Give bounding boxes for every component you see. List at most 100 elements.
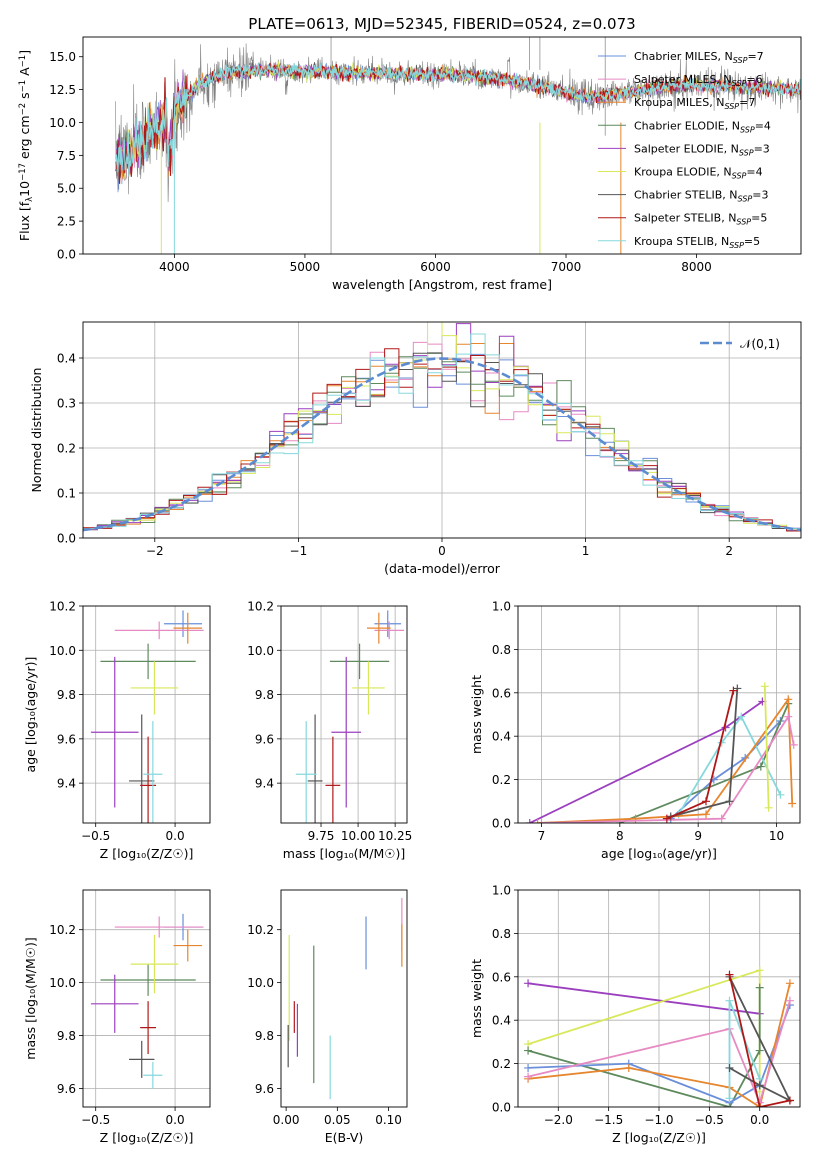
weight-series-line — [527, 1000, 791, 1106]
x-tick-label: 7 — [538, 829, 546, 843]
x-tick-label: 0.0 — [166, 829, 185, 843]
y-tick-label: 0.4 — [492, 1014, 511, 1028]
plot-area — [83, 606, 210, 823]
y-tick-label: 0.8 — [492, 643, 511, 657]
legend-label-tail: =6 — [746, 73, 762, 86]
axes-frame — [517, 605, 801, 824]
axes-frame — [280, 889, 408, 1108]
y-tick-label: 9.6 — [255, 1082, 274, 1096]
y-tick-label: 0.3 — [57, 397, 76, 411]
x-tick-label: 9 — [694, 829, 702, 843]
y-tick-label: 0.0 — [57, 248, 76, 262]
model-spectrum — [115, 62, 801, 177]
weight-series-line — [670, 720, 782, 820]
y-tick-label: 1.0 — [492, 884, 511, 898]
x-tick-label: 0.0 — [166, 1113, 185, 1127]
x-tick-label: −1.5 — [594, 1113, 623, 1127]
weight-point-marker — [524, 1063, 533, 1072]
y-tick-label: 10.0 — [49, 976, 76, 990]
x-tick-label: −0.5 — [81, 1113, 110, 1127]
chart-title: PLATE=0613, MJD=52345, FIBERID=0524, z=0… — [248, 15, 635, 33]
legend-label-sub: SSP — [732, 79, 747, 88]
y-tick-label: 2.5 — [57, 215, 76, 229]
x-tick-label: 8000 — [681, 260, 712, 274]
y-axis-label-part: s — [17, 92, 32, 103]
legend-label-tail: =3 — [752, 189, 768, 202]
weight-series-line — [529, 700, 763, 823]
x-tick-label: 0.05 — [324, 1113, 351, 1127]
x-tick-label: −2 — [146, 544, 164, 558]
y-tick-label: 9.4 — [255, 777, 274, 791]
weight-point-marker — [524, 1046, 533, 1055]
legend-label: Salpeter ELODIE, NSSP=3 — [634, 142, 770, 157]
panel-weight_vs_age: 7 8 9 10 0.0 0.2 0.4 0.6 0.8 1.0 age [log₁₀(age/yr… — [469, 600, 801, 861]
y-tick-label: 0.8 — [492, 927, 511, 941]
legend-label-sub: SSP — [729, 241, 744, 250]
y-tick-label: 10.0 — [49, 644, 76, 658]
legend-label: Chabrier STELIB, NSSP=3 — [634, 189, 768, 204]
x-tick-label: 2 — [725, 544, 733, 558]
x-tick-label: 7000 — [551, 260, 582, 274]
legend-label-tail: =5 — [751, 212, 767, 225]
legend-label-sub: SSP — [724, 102, 739, 111]
panel-mass_vs_Z: −0.5 0.0 9.6 9.8 10.0 10.2 Z [log₁₀(Z/Z☉)] mass… — [23, 889, 211, 1145]
y-tick-label: 0.2 — [492, 1057, 511, 1071]
axes-frame — [82, 889, 211, 1108]
weight-point-marker — [525, 819, 534, 823]
y-tick-label: 0.2 — [57, 442, 76, 456]
y-tick-label: 0.0 — [57, 532, 76, 546]
x-axis-label: wavelength [Angstrom, rest frame] — [332, 277, 552, 292]
y-tick-label: 9.8 — [255, 688, 274, 702]
legend-label-base: Salpeter MILES, N — [634, 73, 732, 86]
weight-point-marker — [524, 1072, 533, 1081]
legend-label-sub: SSP — [740, 125, 755, 134]
legend-label: Salpeter MILES, NSSP=6 — [634, 73, 763, 88]
panel-age_vs_Z: −0.5 0.0 9.4 9.6 9.8 10.0 10.2 Z [log₁₀(Z/Z☉)] a… — [23, 600, 211, 861]
y-tick-label: 0.6 — [492, 686, 511, 700]
weight-point-marker — [785, 1096, 794, 1105]
y-tick-label: 9.8 — [57, 1029, 76, 1043]
weight-point-marker — [624, 1063, 633, 1072]
panel-age_vs_mass: 9.75 10.00 10.25 9.4 9.6 9.8 10.0 10.2 mass [log… — [247, 600, 412, 862]
x-axis-label: age [log₁₀(age/yr)] — [601, 846, 717, 861]
panel-weight_vs_Z: −2.0 −1.5 −1.0 −0.5 0.0 0.0 0.2 0.4 0.6 0.8 1.0 Z [… — [469, 884, 801, 1145]
legend-label-base: Salpeter ELODIE, N — [634, 142, 739, 155]
y-axis-label: age [log₁₀(age/yr)] — [23, 657, 38, 773]
x-tick-label: 10.25 — [378, 829, 412, 843]
plot-area — [115, 37, 801, 254]
y-tick-label: 5.0 — [57, 182, 76, 196]
y-tick-label: 10.0 — [49, 116, 76, 130]
x-tick-label: 5000 — [290, 260, 321, 274]
x-tick-label: 4000 — [159, 260, 190, 274]
weight-point-marker — [784, 695, 793, 704]
plot-area — [518, 890, 800, 1107]
weight-series-line — [677, 714, 782, 815]
x-axis-label: Z [log₁₀(Z/Z☉)] — [100, 846, 194, 861]
weight-point-marker — [725, 970, 734, 979]
weight-point-marker — [755, 966, 764, 975]
y-tick-label: 0.6 — [492, 970, 511, 984]
legend-label: Kroupa ELODIE, NSSP=4 — [634, 166, 763, 181]
plot-area — [281, 606, 407, 823]
legend-label-sub: SSP — [732, 172, 747, 181]
legend-label: Chabrier MILES, NSSP=7 — [634, 50, 764, 65]
legend-label-sub: SSP — [736, 218, 751, 227]
weight-point-marker — [702, 810, 710, 819]
weight-point-marker — [725, 1063, 734, 1072]
weight-series-line — [670, 688, 739, 818]
weight-point-marker — [755, 1046, 764, 1055]
x-axis-label: (data-model)/error — [384, 561, 501, 576]
weight-series-line — [527, 982, 760, 1015]
y-tick-label: 12.5 — [49, 83, 76, 97]
normal-reference-curve — [83, 357, 801, 532]
weight-point-marker — [784, 712, 793, 721]
legend-label: Kroupa STELIB, NSSP=5 — [634, 235, 760, 250]
weight-point-marker — [785, 979, 794, 988]
x-tick-label: 10.00 — [341, 829, 375, 843]
y-axis-label-part: erg cm — [17, 115, 32, 163]
weight-series-line — [728, 974, 791, 1107]
y-tick-label: 10.2 — [49, 923, 76, 937]
y-axis-label: Flux [fλ10−17 erg cm−2 s−1 A−1] — [17, 50, 35, 241]
panel-mass_vs_ebv: 0.00 0.05 0.10 9.6 9.8 10.0 10.2 E(B-V) — [247, 889, 408, 1145]
y-tick-label: 1.0 — [492, 600, 511, 614]
